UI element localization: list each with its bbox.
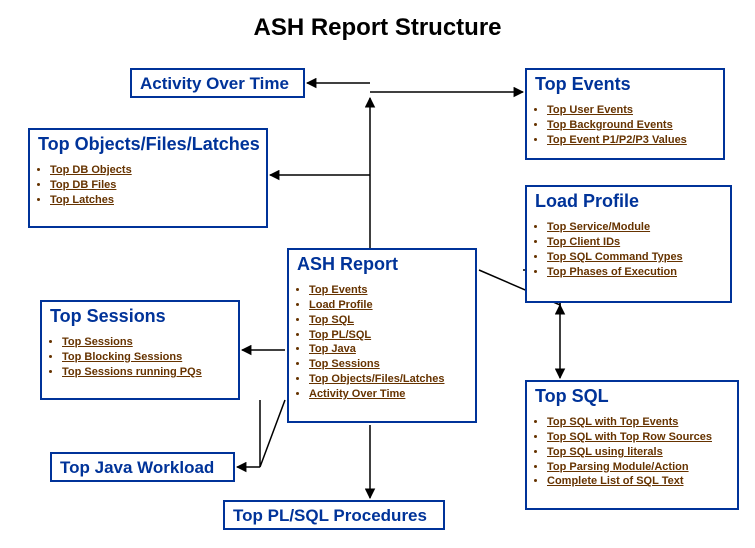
box-title: ASH Report — [289, 250, 475, 277]
link-item[interactable]: Top Latches — [50, 193, 258, 208]
link-item[interactable]: Top SQL — [309, 313, 467, 328]
box-items: Top EventsLoad ProfileTop SQLTop PL/SQLT… — [289, 277, 475, 410]
box-ash-report: ASH Report Top EventsLoad ProfileTop SQL… — [287, 248, 477, 423]
link-item[interactable]: Top Phases of Execution — [547, 265, 722, 280]
box-title: Top Objects/Files/Latches — [30, 130, 266, 157]
link-item[interactable]: Top Events — [309, 283, 467, 298]
link-item[interactable]: Top Client IDs — [547, 235, 722, 250]
link-item[interactable]: Top SQL using literals — [547, 445, 729, 460]
box-title: Top Java Workload — [52, 454, 233, 480]
box-items: Top Service/ModuleTop Client IDsTop SQL … — [527, 214, 730, 287]
link-item[interactable]: Top Objects/Files/Latches — [309, 372, 467, 387]
link-item[interactable]: Top Background Events — [547, 118, 715, 133]
link-item[interactable]: Top Event P1/P2/P3 Values — [547, 133, 715, 148]
link-item[interactable]: Activity Over Time — [309, 387, 467, 402]
page-title: ASH Report Structure — [0, 14, 755, 42]
link-item[interactable]: Top SQL with Top Row Sources — [547, 430, 729, 445]
box-top-objects: Top Objects/Files/Latches Top DB Objects… — [28, 128, 268, 228]
link-item[interactable]: Top Java — [309, 342, 467, 357]
box-items: Top User EventsTop Background EventsTop … — [527, 97, 723, 156]
box-top-events: Top Events Top User EventsTop Background… — [525, 68, 725, 160]
box-title: Activity Over Time — [132, 70, 303, 96]
link-item[interactable]: Top SQL with Top Events — [547, 415, 729, 430]
link-item[interactable]: Top Sessions running PQs — [62, 365, 230, 380]
link-item[interactable]: Top Sessions — [62, 335, 230, 350]
box-load-profile: Load Profile Top Service/ModuleTop Clien… — [525, 185, 732, 303]
link-item[interactable]: Top Service/Module — [547, 220, 722, 235]
box-items: Top DB ObjectsTop DB FilesTop Latches — [30, 157, 266, 216]
box-title: Load Profile — [527, 187, 730, 214]
link-item[interactable]: Top DB Files — [50, 178, 258, 193]
link-item[interactable]: Top SQL Command Types — [547, 250, 722, 265]
link-item[interactable]: Load Profile — [309, 298, 467, 313]
box-top-java: Top Java Workload — [50, 452, 235, 482]
link-item[interactable]: Complete List of SQL Text — [547, 474, 729, 489]
link-item[interactable]: Top PL/SQL — [309, 328, 467, 343]
box-title: Top PL/SQL Procedures — [225, 502, 443, 528]
box-top-sql: Top SQL Top SQL with Top EventsTop SQL w… — [525, 380, 739, 510]
box-title: Top Sessions — [42, 302, 238, 329]
box-items: Top SessionsTop Blocking SessionsTop Ses… — [42, 329, 238, 388]
box-top-plsql: Top PL/SQL Procedures — [223, 500, 445, 530]
link-item[interactable]: Top Parsing Module/Action — [547, 460, 729, 475]
link-item[interactable]: Top DB Objects — [50, 163, 258, 178]
link-item[interactable]: Top Sessions — [309, 357, 467, 372]
link-item[interactable]: Top User Events — [547, 103, 715, 118]
link-item[interactable]: Top Blocking Sessions — [62, 350, 230, 365]
box-activity-over-time: Activity Over Time — [130, 68, 305, 98]
box-title: Top Events — [527, 70, 723, 97]
box-top-sessions: Top Sessions Top SessionsTop Blocking Se… — [40, 300, 240, 400]
box-items: Top SQL with Top EventsTop SQL with Top … — [527, 409, 737, 497]
box-title: Top SQL — [527, 382, 737, 409]
